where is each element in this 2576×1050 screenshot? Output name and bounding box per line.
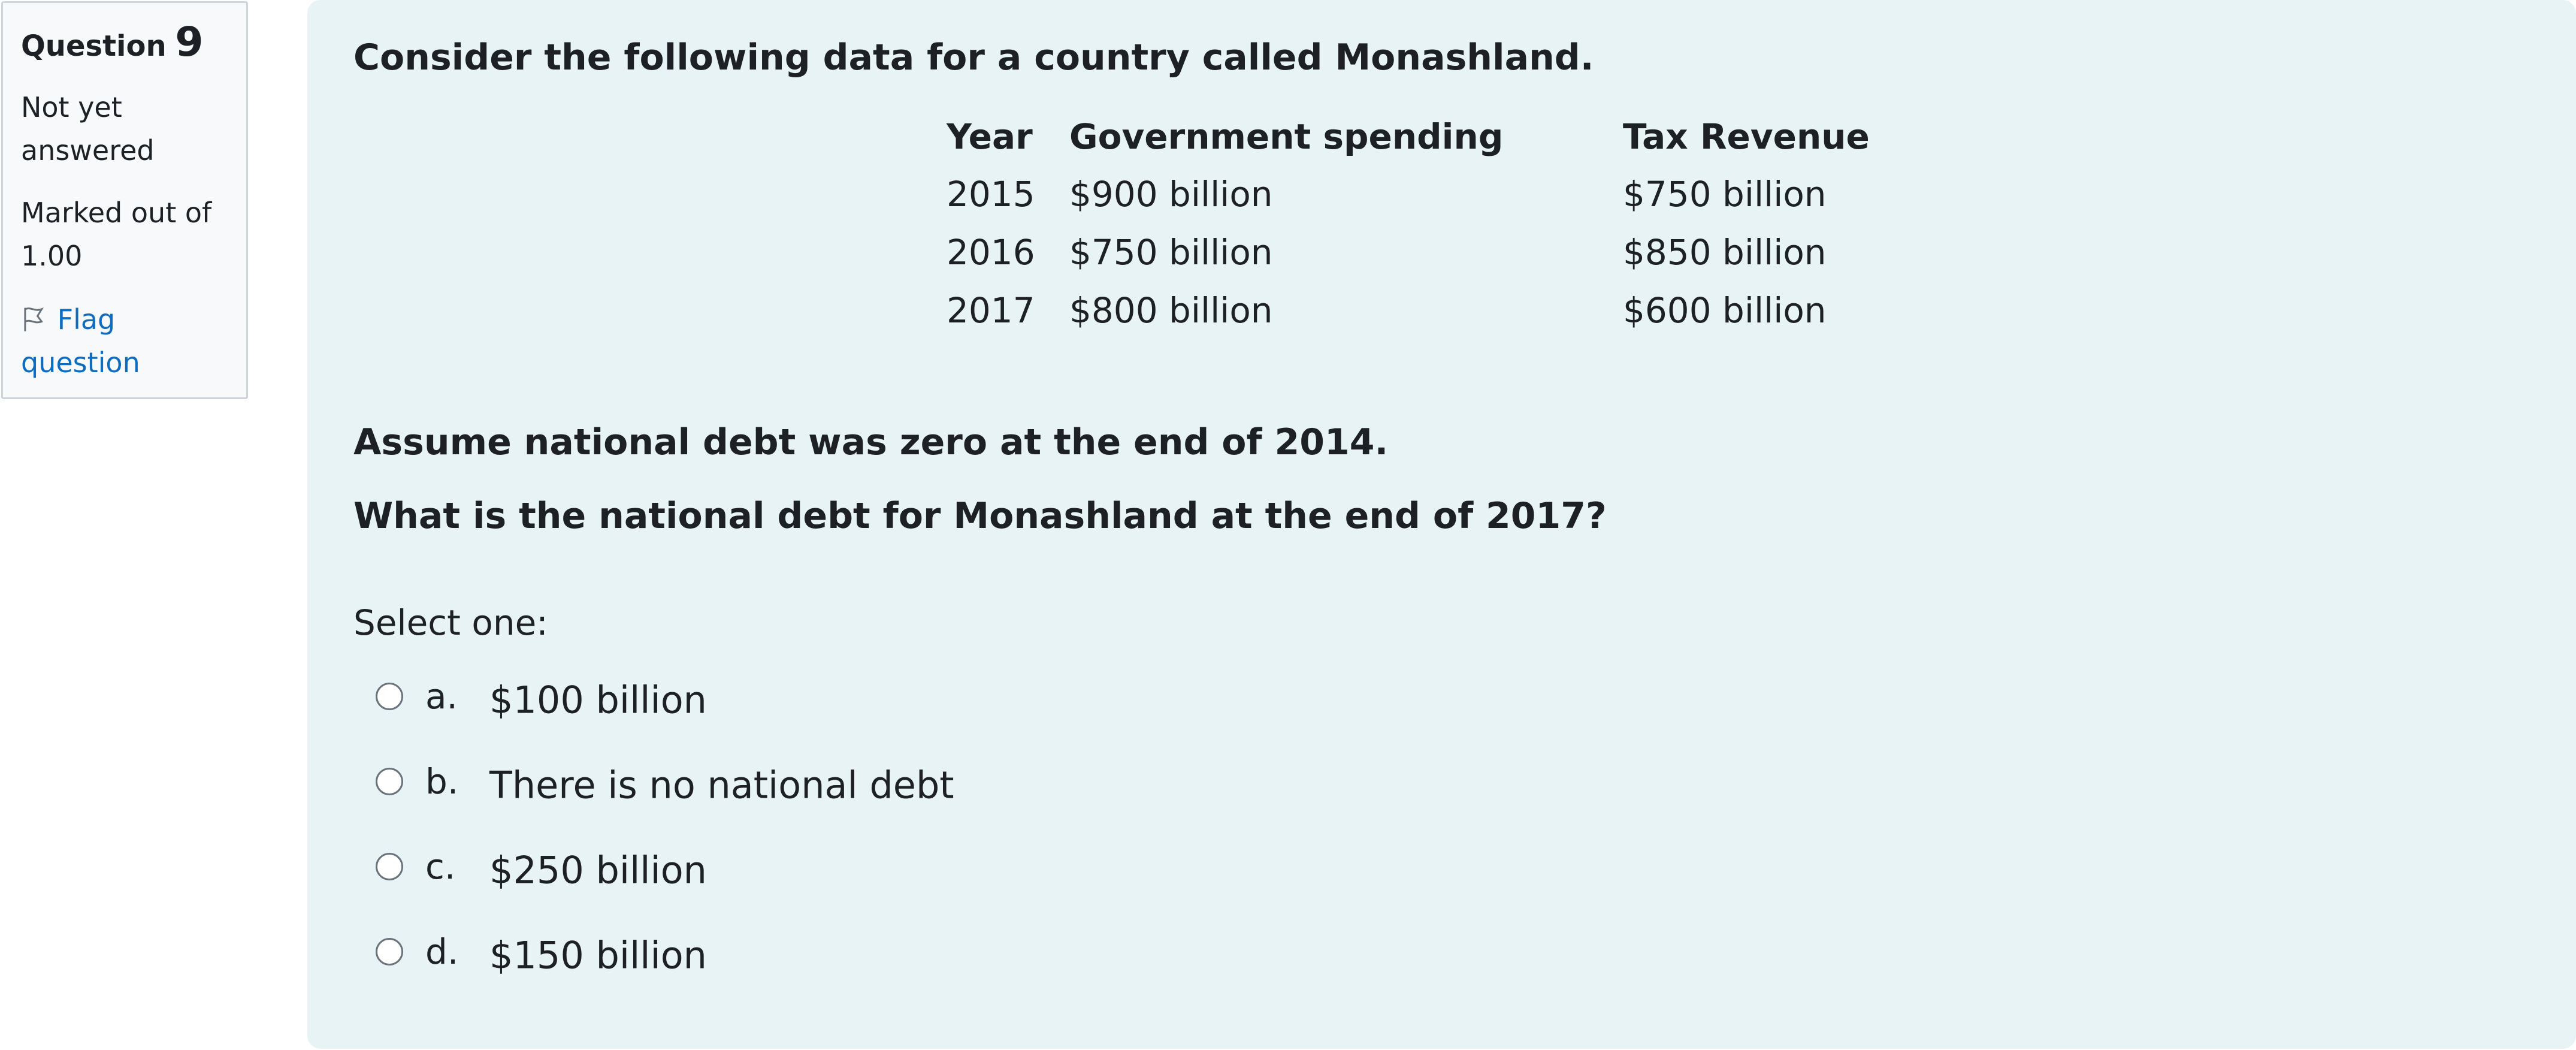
- option-letter: a.: [425, 676, 458, 717]
- prompt: What is the national debt for Monashland…: [353, 495, 1607, 537]
- radio-button[interactable]: [376, 938, 403, 965]
- radio-button[interactable]: [376, 853, 403, 880]
- question-content: [307, 0, 2576, 1049]
- grade: Marked out of 1.00: [21, 197, 212, 272]
- option-letter: c.: [425, 846, 456, 887]
- radio-button[interactable]: [376, 768, 403, 795]
- question-label: Question: [21, 29, 167, 63]
- radio-button[interactable]: [376, 683, 403, 710]
- flag-text[interactable]: Flag question: [21, 303, 140, 379]
- option-letter: b.: [425, 761, 459, 802]
- table-header: Government spending: [1069, 116, 1504, 157]
- option-letter: d.: [425, 931, 459, 972]
- table-cell: 2017: [947, 290, 1035, 331]
- flag-icon: [24, 307, 44, 331]
- state: Not yet answered: [21, 91, 155, 167]
- table-cell: $750 billion: [1069, 232, 1273, 273]
- question-heading: Question 9: [21, 21, 225, 68]
- option-text[interactable]: $250 billion: [489, 848, 707, 892]
- option-text[interactable]: $150 billion: [489, 933, 707, 977]
- table-header: Year: [947, 116, 1033, 157]
- flag-link[interactable]: Flag question: [21, 298, 225, 384]
- table-cell: 2015: [947, 174, 1035, 215]
- table-cell: $900 billion: [1069, 174, 1273, 215]
- intro: Consider the following data for a countr…: [353, 37, 1594, 79]
- table-cell: $800 billion: [1069, 290, 1273, 331]
- table-cell: 2016: [947, 232, 1035, 273]
- table-cell: $850 billion: [1623, 232, 1827, 273]
- question-number: 9: [175, 19, 204, 66]
- table-cell: $600 billion: [1623, 290, 1827, 331]
- question-info: Question 9 Not yet answered Marked out o…: [1, 1, 248, 399]
- table-cell: $750 billion: [1623, 174, 1827, 215]
- assumption: Assume national debt was zero at the end…: [353, 421, 1389, 463]
- option-text[interactable]: There is no national debt: [489, 763, 954, 807]
- option-text[interactable]: $100 billion: [489, 678, 707, 722]
- select-label: Select one:: [353, 602, 548, 643]
- table-header: Tax Revenue: [1623, 116, 1870, 157]
